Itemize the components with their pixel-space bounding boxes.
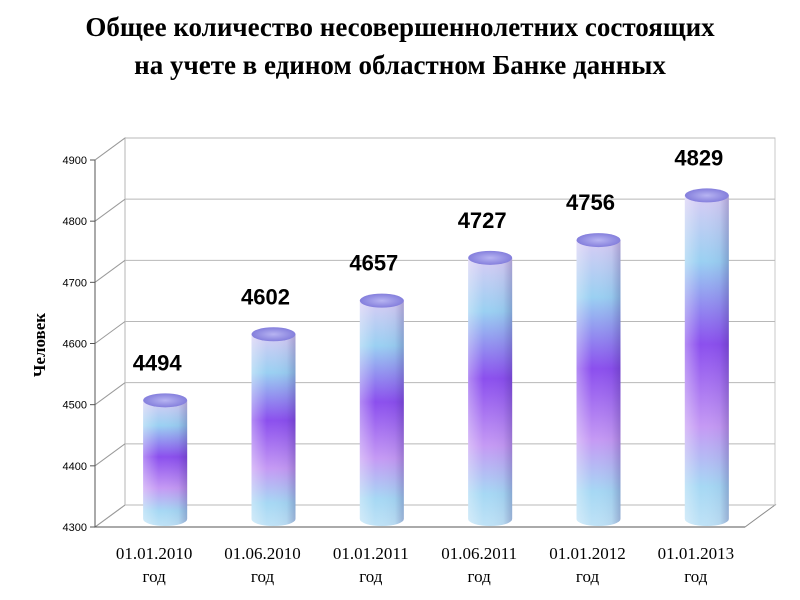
- x-tick-label: 01.01.2013: [658, 544, 735, 563]
- data-label: 4602: [241, 284, 290, 309]
- x-tick-label-sub: год: [143, 567, 167, 586]
- bar: [143, 393, 188, 526]
- x-tick-label-sub: год: [576, 567, 600, 586]
- gridline-side: [94, 259, 126, 283]
- bar-shade: [251, 334, 296, 526]
- bar: [251, 327, 296, 526]
- y-axis-title: Человек: [30, 313, 49, 377]
- gridline-side: [94, 198, 126, 222]
- y-tick-label: 4800: [63, 216, 87, 228]
- data-label: 4727: [458, 208, 507, 233]
- bar-cap: [251, 327, 296, 342]
- bar-cap: [468, 250, 513, 265]
- x-tick-label-sub: год: [684, 567, 708, 586]
- y-tick-label: 4400: [63, 461, 87, 473]
- data-label: 4756: [566, 190, 615, 215]
- x-tick-label: 01.01.2012: [549, 544, 626, 563]
- x-tick-label: 01.01.2010: [116, 544, 193, 563]
- y-tick-label: 4700: [63, 277, 87, 289]
- bars: [143, 188, 729, 526]
- chart-title: Общее количество несовершеннолетних сост…: [0, 8, 800, 84]
- y-tick-label: 4600: [63, 339, 87, 351]
- bar-shade: [468, 257, 513, 526]
- y-tick-label: 4500: [63, 400, 87, 412]
- x-tick-label-sub: год: [251, 567, 275, 586]
- gridline-side: [94, 382, 126, 406]
- data-labels: 4494 4602 4657 4727 4756 4829: [133, 145, 724, 375]
- bar: [576, 233, 621, 526]
- floor: [93, 504, 777, 528]
- x-tick-label-sub: год: [359, 567, 383, 586]
- x-tick-label: 01.06.2011: [441, 544, 517, 563]
- chart-title-line-2: на учете в едином областном Банке данных: [134, 50, 666, 80]
- gridline-side: [94, 321, 126, 344]
- x-tick-label: 01.01.2011: [333, 544, 409, 563]
- bar: [359, 293, 404, 526]
- bar-cap: [684, 188, 729, 203]
- data-label: 4494: [133, 350, 183, 375]
- y-tick-label: 4900: [63, 155, 87, 167]
- data-label: 4829: [674, 145, 723, 170]
- chart-title-line-1: Общее количество несовершеннолетних сост…: [85, 12, 715, 42]
- bar: [468, 250, 513, 526]
- bar-shade: [143, 400, 188, 526]
- bar-cap: [143, 393, 188, 408]
- bar-cap: [576, 233, 621, 248]
- bar: [684, 188, 729, 526]
- data-label: 4657: [349, 251, 398, 276]
- x-tick-label: 01.06.2010: [224, 544, 301, 563]
- bar-shade: [359, 300, 404, 526]
- x-tick-label-sub: год: [468, 567, 492, 586]
- gridline-side: [94, 443, 126, 467]
- gridline-side: [94, 504, 126, 528]
- bar-shade: [684, 195, 729, 526]
- y-tick-label: 4300: [63, 522, 87, 534]
- bar-cap: [359, 293, 404, 308]
- bar-shade: [576, 240, 621, 526]
- gridline-side: [94, 137, 126, 161]
